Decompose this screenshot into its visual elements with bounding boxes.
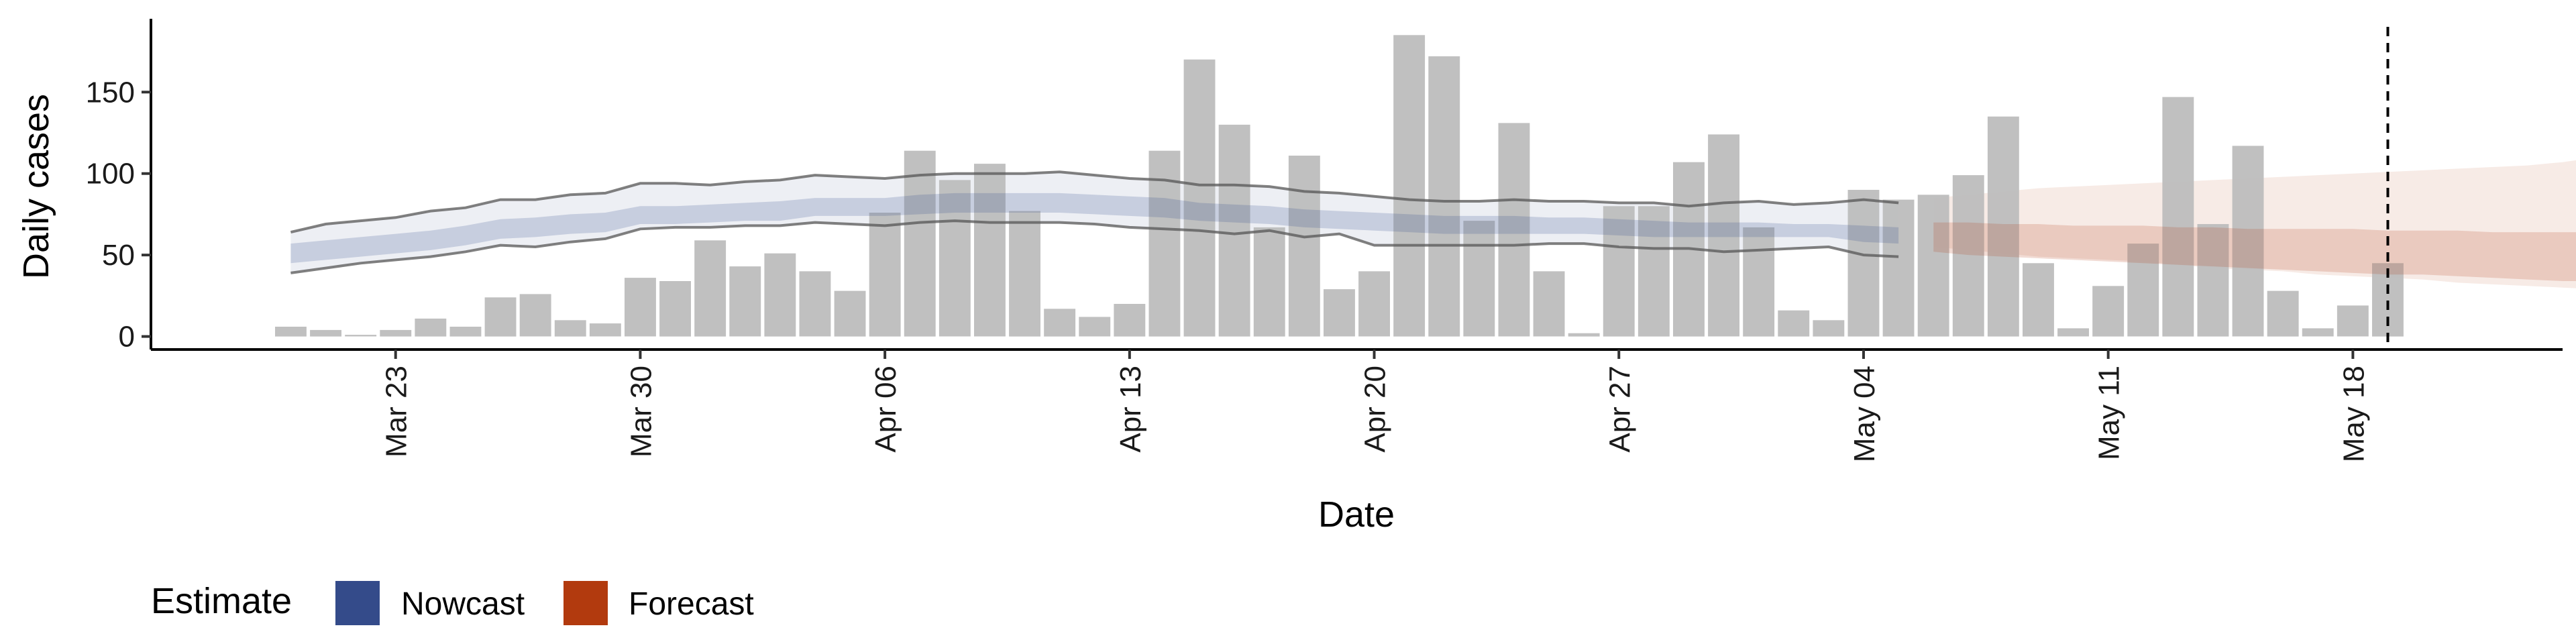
x-tick-label: May 11 [2093, 366, 2126, 460]
case-bar [1533, 271, 1565, 337]
case-bar [1778, 310, 1810, 337]
case-bar [2023, 263, 2054, 337]
case-bar [2197, 224, 2229, 337]
case-bar [799, 271, 831, 337]
case-bar [938, 180, 971, 337]
case-bar [1183, 59, 1216, 337]
case-bar [1218, 124, 1250, 337]
y-axis-title: Daily cases [16, 94, 56, 279]
case-bar [415, 318, 447, 337]
daily-case-bars [275, 35, 2404, 337]
case-bar [869, 213, 901, 337]
legend: Estimate Nowcast Forecast [151, 581, 754, 625]
legend-label-nowcast: Nowcast [401, 586, 525, 622]
case-bar [2127, 244, 2159, 337]
case-bar [310, 329, 341, 337]
x-tick-label: May 18 [2337, 366, 2370, 462]
case-bar [1253, 227, 1285, 337]
x-tick-label: Apr 20 [1359, 366, 1392, 453]
case-bar [449, 327, 482, 337]
case-bar [1917, 195, 1949, 337]
case-bar [554, 320, 586, 337]
case-bar [1987, 116, 2019, 337]
y-tick-label: 150 [86, 76, 135, 109]
case-bar [1079, 317, 1111, 337]
legend-title: Estimate [151, 581, 292, 621]
case-bar [1393, 35, 1426, 337]
case-bar [1743, 227, 1775, 337]
case-bar [1813, 320, 1845, 337]
case-bar [1638, 206, 1670, 337]
x-tick-label: May 04 [1848, 366, 1881, 462]
case-bar [1044, 309, 1076, 337]
case-bar [904, 150, 936, 337]
case-bar [729, 266, 761, 337]
case-bar [275, 327, 307, 337]
x-tick-label: Mar 23 [380, 366, 413, 458]
case-bar [380, 329, 412, 337]
case-bar [2302, 328, 2334, 337]
case-bar [974, 164, 1006, 337]
case-bar [1882, 199, 1915, 337]
x-tick-label: Apr 06 [869, 366, 902, 453]
case-bar [1463, 221, 1495, 337]
case-bar [625, 278, 656, 337]
nowcast-outer-band [290, 172, 1899, 273]
axes: 0 50 100 150 Mar 23 Mar 30 Apr 06 Apr 13 Apr 20 A… [86, 19, 2563, 462]
case-bar [1498, 123, 1530, 337]
case-bar [1428, 56, 1460, 337]
case-bar [1708, 134, 1739, 337]
forecast-inner-band [1933, 222, 2576, 281]
x-axis-title: Date [1318, 494, 1395, 535]
case-bar [764, 253, 796, 337]
y-tick-label: 100 [86, 158, 135, 191]
x-tick-label: Mar 30 [625, 366, 657, 458]
case-bar [1009, 211, 1040, 337]
case-bar [1603, 206, 1635, 337]
case-bar [345, 335, 377, 337]
case-bar [2092, 286, 2125, 337]
nowcast-lower-line [290, 219, 1899, 274]
case-bar [694, 240, 727, 337]
case-bar [2232, 146, 2264, 337]
case-bar [659, 281, 691, 337]
nowcast-inner-band [290, 193, 1899, 264]
case-bar [1847, 190, 1880, 337]
interval-lines [290, 170, 1899, 274]
case-bar [484, 297, 517, 337]
case-bar [1952, 175, 1984, 337]
case-bar [519, 294, 551, 337]
nowcast-upper-line [290, 170, 1899, 234]
y-tick-label: 0 [119, 321, 135, 354]
case-bar [589, 323, 621, 337]
case-bar [1358, 271, 1390, 337]
case-bar [1288, 156, 1320, 337]
case-bar [2337, 305, 2369, 337]
legend-key-nowcast [335, 581, 380, 625]
case-bar [2162, 97, 2194, 337]
legend-key-forecast [564, 581, 608, 625]
x-tick-label: Apr 13 [1114, 366, 1147, 453]
case-bar [1114, 304, 1146, 337]
case-bar [1324, 289, 1355, 337]
case-bar [2057, 328, 2089, 337]
y-tick-label: 50 [102, 239, 135, 272]
case-bar [2267, 290, 2299, 337]
x-tick-label: Apr 27 [1603, 366, 1636, 453]
case-bar [834, 290, 866, 337]
case-bar [1568, 333, 1600, 337]
legend-label-forecast: Forecast [629, 586, 754, 622]
